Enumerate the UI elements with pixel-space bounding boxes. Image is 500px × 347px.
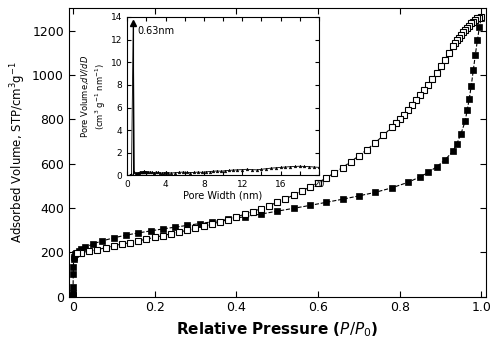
- X-axis label: Relative Pressure ($\mathit{P/P_0}$): Relative Pressure ($\mathit{P/P_0}$): [176, 320, 378, 339]
- Y-axis label: Adsorbed Volume, STP/cm$^3$g$^{-1}$: Adsorbed Volume, STP/cm$^3$g$^{-1}$: [8, 61, 28, 243]
